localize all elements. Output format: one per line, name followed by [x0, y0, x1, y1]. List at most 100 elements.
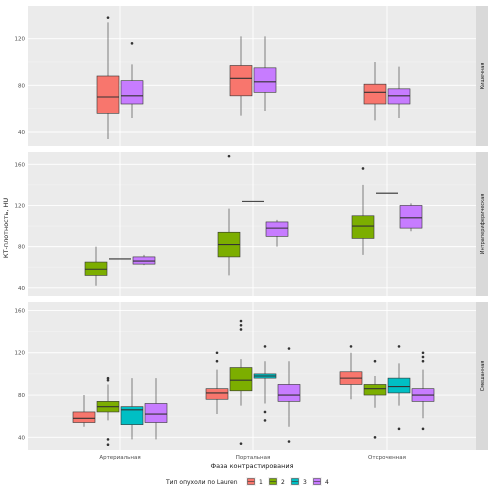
box-body [205, 388, 229, 400]
box-Артериальная-group-2 [84, 246, 108, 286]
box-body [277, 384, 301, 402]
box-Отсроченная-group-4 [387, 66, 411, 118]
legend-item-3: 3 [290, 477, 307, 486]
box-body [387, 377, 411, 394]
outlier-point [227, 154, 231, 158]
facet-strip-label: Интрапериферическая [480, 194, 486, 255]
y-tick-label: 120 [15, 37, 26, 43]
outlier-point [349, 345, 353, 348]
box-Отсроченная-group-3 [387, 345, 411, 431]
y-tick-label: 80 [18, 83, 25, 89]
box-body [229, 65, 253, 97]
box-Артериальная-group-4 [144, 378, 168, 440]
box-body [363, 384, 387, 396]
outlier-point [130, 42, 134, 45]
y-axis-title: КТ-плотность, HU [2, 198, 10, 259]
outlier-point [215, 359, 219, 363]
x-tick-label: Портальная [236, 455, 271, 461]
y-tick-label: 80 [18, 393, 25, 399]
box-body [144, 403, 168, 423]
y-tick-label: 160 [15, 308, 26, 314]
box-Отсроченная-group-4 [399, 203, 423, 232]
box-body [253, 67, 277, 93]
box-Артериальная-group-1 [96, 16, 120, 139]
facet-strip [476, 6, 488, 146]
outlier-point [421, 359, 425, 363]
outlier-point [106, 16, 110, 19]
legend-item-2: 2 [268, 477, 285, 486]
outlier-point [106, 438, 110, 441]
box-body [229, 367, 253, 392]
facet-strip [476, 302, 488, 450]
outlier-point [421, 355, 425, 359]
box-Портальная-group-1 [229, 36, 253, 116]
outlier-point [263, 410, 267, 414]
facet-strip-label: Кишечная [480, 63, 486, 90]
facet-strip [476, 152, 488, 296]
box-body [363, 83, 387, 105]
outlier-point [106, 378, 110, 382]
box-Отсроченная-group-2 [351, 167, 375, 255]
panel-2: 40 80 120 160 Интрапериферическая [15, 152, 488, 296]
outlier-point [373, 436, 377, 439]
box-Портальная-group-2 [229, 319, 253, 445]
legend: Тип опухоли по Lauren 1 2 3 4 [165, 477, 329, 486]
outlier-point [215, 351, 219, 355]
outlier-point [239, 328, 243, 331]
legend-title: Тип опухоли по Lauren [165, 479, 238, 486]
legend-item-4: 4 [312, 477, 329, 486]
y-tick-label: 160 [15, 162, 26, 168]
outlier-point [239, 319, 243, 323]
legend-label: 1 [259, 479, 263, 486]
y-tick-label: 40 [18, 130, 25, 136]
y-tick-label: 80 [18, 245, 25, 251]
y-tick-label: 40 [18, 286, 25, 292]
outlier-point [287, 347, 291, 350]
y-tick-label: 40 [18, 435, 25, 441]
box-body [265, 221, 289, 237]
legend-label: 3 [303, 479, 307, 486]
box-body [399, 205, 423, 229]
outlier-point [239, 323, 243, 327]
outlier-point [397, 345, 401, 348]
outlier-point [397, 427, 401, 431]
panel-1: 40 80 120 Кишечная [15, 6, 488, 146]
outlier-point [421, 427, 425, 431]
box-body [387, 88, 411, 105]
box-body [120, 80, 144, 105]
outlier-point [106, 443, 110, 447]
box-body [72, 411, 96, 423]
box-Портальная-group-4 [277, 347, 301, 443]
box-body [96, 75, 120, 114]
x-axis-title: Фаза контрастирования [210, 462, 293, 470]
outlier-point [287, 440, 291, 443]
x-tick-label: Отсроченная [368, 455, 406, 461]
box-Артериальная-group-1 [72, 395, 96, 427]
box-Отсроченная-group-4 [411, 351, 435, 431]
legend-label: 4 [325, 479, 329, 486]
box-body [351, 215, 375, 239]
x-tick-label: Артериальная [99, 455, 140, 461]
box-body [120, 406, 144, 425]
outlier-point [361, 167, 365, 170]
box-Портальная-group-2 [217, 154, 241, 276]
outlier-point [106, 376, 110, 380]
box-Артериальная-group-4 [120, 42, 144, 118]
outlier-point [239, 442, 243, 445]
legend-item-1: 1 [246, 477, 263, 486]
facet-strip-label: Смешанная [480, 361, 486, 392]
y-tick-label: 120 [15, 203, 26, 209]
panel-3: 40 80 120 160 Смешанная [15, 302, 488, 450]
outlier-point [263, 345, 267, 348]
box-Отсроченная-group-2 [363, 359, 387, 439]
outlier-point [373, 359, 377, 363]
box-Артериальная-group-2 [96, 376, 120, 447]
x-axis: Артериальная Портальная Отсроченная [99, 455, 406, 461]
outlier-point [263, 419, 267, 422]
box-Артериальная-group-3 [120, 378, 144, 440]
box-Отсроченная-group-1 [363, 62, 387, 121]
box-Портальная-group-4 [265, 219, 289, 247]
legend-label: 2 [281, 479, 285, 486]
outlier-point [421, 351, 425, 355]
